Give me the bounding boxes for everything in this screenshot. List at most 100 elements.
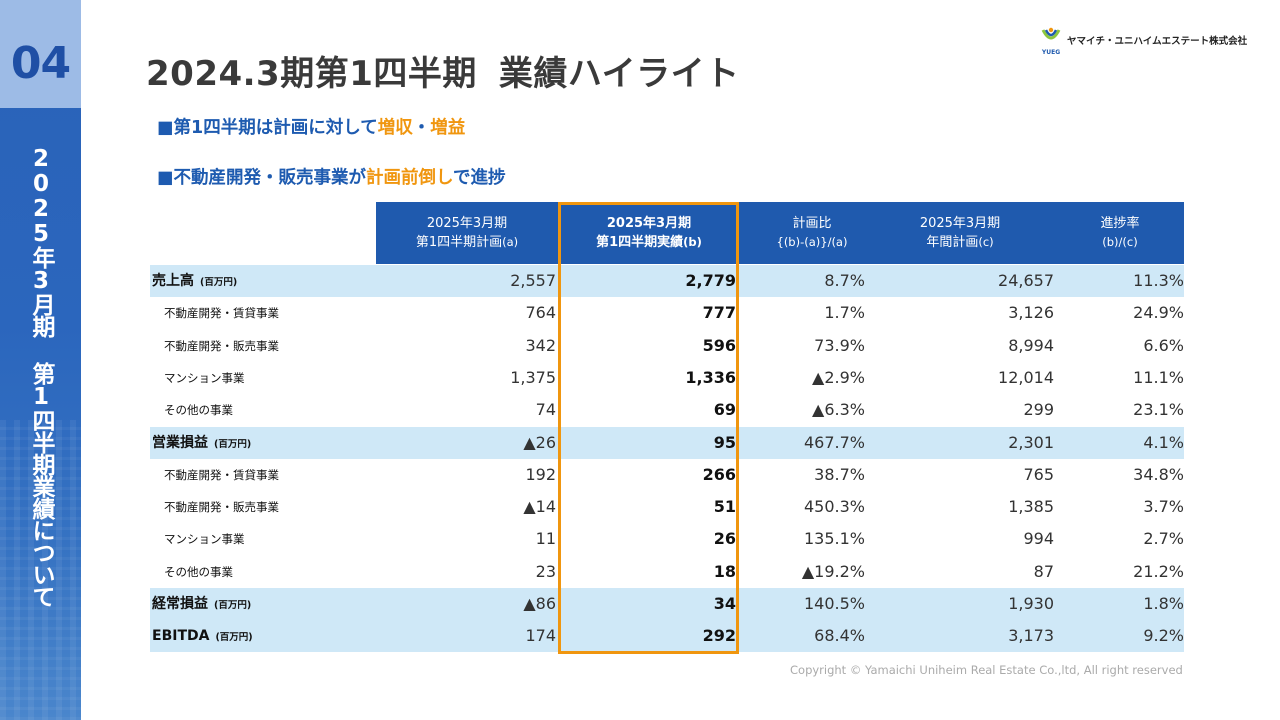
table-header: 2025年3月期 第1四半期計画(a) 2025年3月期 第1四半期実績(b) … (376, 202, 1184, 264)
header-line: 第1四半期計画(a) (416, 233, 518, 252)
row-label: 売上高 (百万円) (150, 265, 237, 297)
logo-mark-icon: YUEG (1041, 27, 1061, 56)
row-label: 営業損益 (百万円) (150, 427, 251, 459)
cell-progress: 3.7% (1143, 497, 1184, 517)
row-label: 不動産開発・賃貸事業 (150, 297, 279, 329)
table-row: 経常損益 (百万円) ▲86 34 140.5% 1,930 1.8% (150, 588, 1184, 620)
header-text: 第1四半期実績 (596, 234, 684, 250)
cell-vs-plan: 38.7% (814, 464, 865, 484)
company-logo: YUEG ヤマイチ・ユニハイムエステート株式会社 (1038, 24, 1258, 58)
table-row: その他の事業 23 18 ▲19.2% 87 21.2% (150, 556, 1184, 588)
page-title-main: 業績ハイライト (498, 54, 740, 94)
cell-vs-plan: 8.7% (824, 271, 865, 290)
header-text: 年間計画 (926, 234, 979, 250)
bullet-text: 第1四半期は計画に対して (173, 118, 378, 138)
header-line: 計画比 (792, 216, 832, 231)
row-label-text: マンション事業 (164, 370, 245, 385)
cell-plan: ▲14 (523, 497, 556, 517)
cell-annual-plan: 1,930 (1008, 594, 1054, 613)
sidebar-vertical-title: 2025年3月期 第1四半期業績について (28, 146, 54, 607)
page-title: 2024.3期第1四半期 業績ハイライト (146, 46, 740, 95)
row-label-text: 営業損益 (152, 434, 208, 451)
cell-actual: 69 (713, 400, 736, 420)
table-row: マンション事業 1,375 1,336 ▲2.9% 12,014 11.1% (150, 362, 1184, 394)
cell-plan: 74 (535, 400, 556, 420)
table-row: 営業損益 (百万円) ▲26 95 467.7% 2,301 4.1% (150, 426, 1184, 459)
cell-actual: 2,779 (685, 271, 736, 290)
cell-plan: 1,375 (510, 367, 556, 387)
bullet-highlight: 増益 (430, 118, 466, 138)
row-label: その他の事業 (150, 556, 233, 588)
row-label: EBITDA (百万円) (150, 620, 253, 652)
row-label-text: EBITDA (152, 628, 210, 645)
row-label-text: その他の事業 (164, 403, 233, 418)
header-vs-plan: 計画比 {(b)-(a)}/(a) (740, 202, 884, 264)
header-actual: 2025年3月期 第1四半期実績(b) (558, 202, 740, 264)
bullet-marker: ■ (157, 168, 174, 188)
cell-annual-plan: 24,657 (998, 271, 1054, 290)
header-progress: 進捗率 (b)/(c) (1056, 202, 1184, 264)
page-title-period: 2024.3期第1四半期 (146, 54, 477, 94)
header-line: 2025年3月期 (606, 215, 692, 231)
row-label-text: マンション事業 (164, 532, 245, 547)
header-annual-plan: 2025年3月期 年間計画(c) (884, 202, 1036, 264)
cell-plan: ▲86 (523, 594, 556, 613)
section-number: 04 (10, 38, 71, 89)
cell-actual: 18 (713, 561, 736, 581)
bullet-1: ■第1四半期は計画に対して増収・増益 (157, 114, 465, 139)
cell-progress: 9.2% (1143, 626, 1184, 646)
header-line: 第1四半期実績(b) (596, 233, 702, 252)
table-row: EBITDA (百万円) 174 292 68.4% 3,173 9.2% (150, 620, 1184, 653)
cell-plan: 192 (525, 464, 556, 484)
cell-vs-plan: ▲6.3% (812, 400, 865, 420)
row-unit: (百万円) (214, 600, 252, 611)
cell-actual: 95 (713, 432, 736, 452)
cell-plan: 342 (525, 335, 556, 355)
row-label: マンション事業 (150, 523, 245, 555)
cell-annual-plan: 1,385 (1008, 497, 1054, 517)
header-suffix: (c) (978, 234, 994, 249)
row-label: 経常損益 (百万円) (150, 588, 251, 620)
cell-plan: ▲26 (523, 432, 556, 452)
cell-plan: 2,557 (510, 271, 556, 290)
row-label-text: その他の事業 (164, 564, 233, 579)
cell-annual-plan: 299 (1023, 400, 1054, 420)
table-row: 不動産開発・販売事業 ▲14 51 450.3% 1,385 3.7% (150, 491, 1184, 523)
row-label-text: 不動産開発・販売事業 (164, 500, 279, 515)
copyright: Copyright © Yamaichi Uniheim Real Estate… (790, 663, 1183, 677)
bullet-text: で進捗 (453, 168, 506, 188)
bullet-highlight: 増収 (377, 118, 413, 138)
cell-actual: 1,336 (685, 367, 736, 387)
row-label-text: 不動産開発・賃貸事業 (164, 306, 279, 321)
header-line: 2025年3月期 (919, 215, 1001, 231)
cell-progress: 21.2% (1133, 561, 1184, 581)
cell-actual: 596 (702, 335, 736, 355)
cell-vs-plan: 140.5% (803, 594, 865, 613)
cell-annual-plan: 3,126 (1008, 303, 1054, 323)
table-row: 不動産開発・賃貸事業 192 266 38.7% 765 34.8% (150, 459, 1184, 491)
header-line: 進捗率 (1100, 216, 1140, 231)
cell-annual-plan: 87 (1033, 561, 1054, 581)
sidebar: 04 2025年3月期 第1四半期業績について (0, 0, 81, 720)
cell-plan: 174 (525, 626, 556, 646)
row-label: 不動産開発・販売事業 (150, 330, 279, 362)
cell-annual-plan: 8,994 (1008, 335, 1054, 355)
cell-vs-plan: 467.7% (803, 432, 865, 452)
table-row: その他の事業 74 69 ▲6.3% 299 23.1% (150, 394, 1184, 426)
cell-progress: 11.1% (1133, 367, 1184, 387)
cell-actual: 266 (702, 464, 736, 484)
cell-vs-plan: 135.1% (803, 529, 865, 549)
bullet-2: ■不動産開発・販売事業が計画前倒しで進捗 (157, 164, 506, 189)
cell-plan: 23 (535, 561, 556, 581)
header-line: {(b)-(a)}/(a) (776, 235, 848, 249)
cell-progress: 1.8% (1143, 594, 1184, 613)
table-row: 不動産開発・賃貸事業 764 777 1.7% 3,126 24.9% (150, 297, 1184, 329)
logo-mark-text: YUEG (1041, 49, 1060, 56)
row-label-text: 売上高 (152, 273, 194, 289)
header-suffix: (b) (683, 234, 702, 249)
cell-annual-plan: 2,301 (1008, 432, 1054, 452)
table-row: マンション事業 11 26 135.1% 994 2.7% (150, 523, 1184, 555)
cell-progress: 24.9% (1133, 303, 1184, 323)
row-label: その他の事業 (150, 394, 233, 426)
cell-progress: 6.6% (1143, 335, 1184, 355)
